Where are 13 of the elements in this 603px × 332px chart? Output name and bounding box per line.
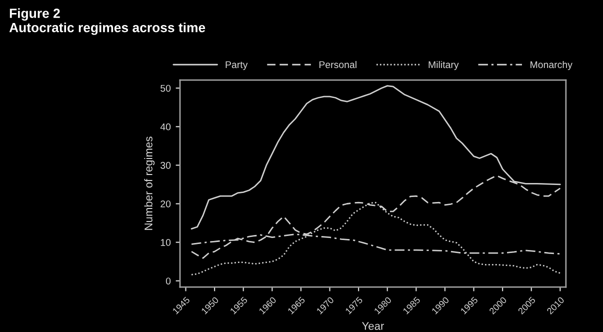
legend-label: Monarchy [530, 60, 572, 70]
y-tick-label: 10 [160, 239, 171, 246]
legend-label: Military [428, 60, 459, 70]
y-tick-label: 50 [160, 84, 171, 92]
y-axis-title: Number of regimes [144, 136, 155, 230]
y-tick-label: 40 [160, 123, 171, 130]
y-tick-label: 30 [160, 162, 171, 169]
legend-label: Personal [319, 60, 356, 68]
chart-title: Figure 2 Autocratic regimes across time [9, 8, 206, 35]
legend-label: Party [226, 61, 248, 70]
y-tick-label: 0 [166, 278, 171, 284]
x-axis-title: Year [362, 322, 384, 330]
y-tick-label: 20 [160, 200, 171, 208]
